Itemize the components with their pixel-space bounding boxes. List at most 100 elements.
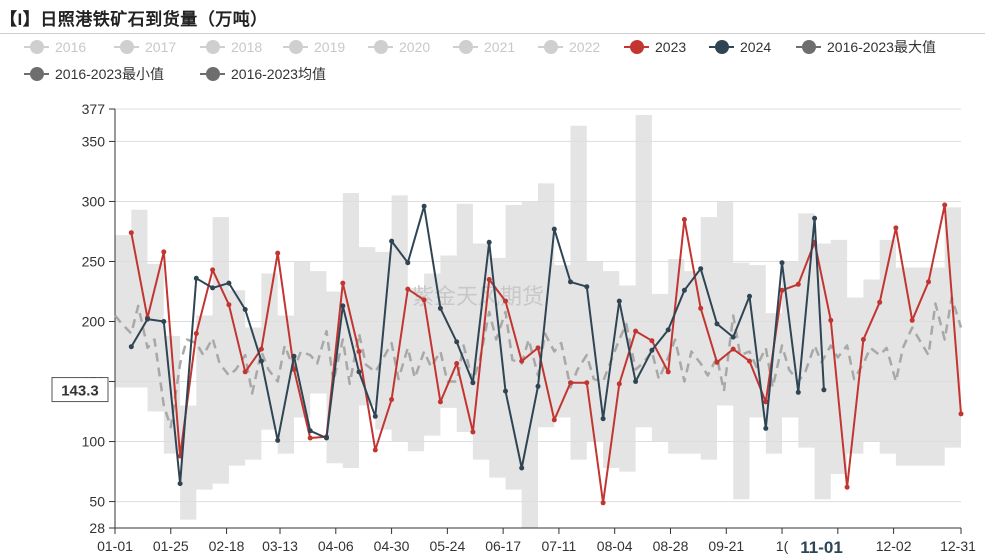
data-point-2024[interactable] [779,260,785,266]
legend-item-2016[interactable]: 2016 [24,36,86,58]
data-point-2024[interactable] [145,316,150,322]
data-point-2023[interactable] [291,367,297,372]
data-point-2023[interactable] [454,361,460,366]
data-point-2023[interactable] [844,484,850,490]
data-point-2023[interactable] [372,447,378,453]
data-point-2023[interactable] [340,280,346,286]
legend-item-2017[interactable]: 2017 [114,36,176,58]
data-point-2024[interactable] [568,279,573,285]
data-point-2024[interactable] [714,321,720,327]
data-point-2023[interactable] [470,429,476,435]
data-point-2023[interactable] [226,302,232,308]
legend-item-2016-2023均值[interactable]: 2016-2023均值 [200,63,326,85]
data-point-2023[interactable] [128,230,134,236]
data-point-2024[interactable] [698,266,704,272]
data-point-2023[interactable] [307,435,313,441]
data-point-2023[interactable] [698,305,704,311]
data-point-2023[interactable] [942,202,948,208]
data-point-2024[interactable] [291,353,297,359]
data-point-2024[interactable] [356,369,362,375]
legend-item-2023[interactable]: 2023 [624,36,686,58]
data-point-2023[interactable] [503,298,508,304]
data-point-2024[interactable] [649,347,655,353]
legend-item-2022[interactable]: 2022 [538,36,600,58]
data-point-2024[interactable] [437,305,443,311]
data-point-2023[interactable] [649,338,655,344]
data-point-2023[interactable] [258,346,264,352]
data-point-2024[interactable] [177,481,183,487]
data-point-2023[interactable] [356,349,362,354]
data-point-2024[interactable] [389,238,395,244]
data-point-2023[interactable] [926,279,931,285]
data-point-2023[interactable] [730,346,736,352]
data-point-2023[interactable] [486,277,492,282]
data-point-2023[interactable] [958,411,964,417]
data-point-2024[interactable] [795,389,801,395]
data-point-2023[interactable] [909,317,915,323]
legend-item-2020[interactable]: 2020 [368,36,430,58]
data-point-2023[interactable] [437,399,443,405]
data-point-2024[interactable] [486,239,492,245]
data-point-2023[interactable] [665,369,671,375]
data-point-2024[interactable] [210,285,216,291]
legend-item-2019[interactable]: 2019 [283,36,345,58]
data-point-2023[interactable] [389,397,395,402]
data-point-2024[interactable] [193,275,199,281]
data-point-2023[interactable] [877,299,883,305]
data-point-2023[interactable] [747,358,752,364]
data-point-2024[interactable] [226,280,232,286]
data-point-2024[interactable] [258,358,264,364]
data-point-2023[interactable] [161,249,167,255]
data-point-2024[interactable] [340,303,346,309]
data-point-2023[interactable] [860,337,866,342]
data-point-2024[interactable] [275,437,281,443]
data-point-2024[interactable] [307,428,313,434]
data-point-2023[interactable] [568,380,573,386]
data-point-2023[interactable] [633,328,639,334]
data-point-2023[interactable] [616,381,622,387]
data-point-2023[interactable] [828,317,834,323]
data-point-2023[interactable] [405,286,411,292]
data-point-2023[interactable] [421,297,427,303]
data-point-2024[interactable] [616,298,622,304]
data-point-2024[interactable] [551,226,557,232]
data-point-2023[interactable] [763,399,769,405]
data-point-2024[interactable] [584,284,590,290]
data-point-2024[interactable] [633,379,639,384]
data-point-2023[interactable] [681,217,687,222]
legend-item-2024[interactable]: 2024 [709,36,771,58]
legend-item-2016-2023最小值[interactable]: 2016-2023最小值 [24,63,164,85]
data-point-2024[interactable] [503,388,508,394]
data-point-2024[interactable] [242,307,248,312]
legend-item-2016-2023最大值[interactable]: 2016-2023最大值 [796,36,936,58]
data-point-2024[interactable] [812,215,818,221]
data-point-2024[interactable] [763,425,769,431]
data-point-2023[interactable] [519,358,525,364]
data-point-2023[interactable] [600,500,606,506]
legend-item-2021[interactable]: 2021 [453,36,515,58]
data-point-2024[interactable] [454,339,460,345]
data-point-2024[interactable] [730,334,736,340]
data-point-2023[interactable] [535,345,541,351]
data-point-2024[interactable] [324,435,329,441]
data-point-2024[interactable] [600,416,606,422]
data-point-2023[interactable] [795,281,801,287]
data-point-2024[interactable] [665,327,671,333]
data-point-2024[interactable] [128,344,134,350]
data-point-2024[interactable] [821,387,827,393]
data-point-2024[interactable] [519,465,525,471]
data-point-2023[interactable] [584,380,590,386]
data-point-2024[interactable] [681,287,687,293]
data-point-2024[interactable] [405,260,411,266]
data-point-2023[interactable] [242,369,248,375]
data-point-2023[interactable] [210,267,216,273]
data-point-2024[interactable] [535,383,541,389]
data-point-2023[interactable] [551,417,557,423]
data-point-2024[interactable] [421,203,427,209]
data-point-2023[interactable] [779,287,785,293]
data-point-2023[interactable] [714,359,720,365]
data-point-2024[interactable] [161,319,167,324]
data-point-2023[interactable] [893,225,899,231]
data-point-2024[interactable] [372,413,378,419]
legend-item-2018[interactable]: 2018 [200,36,262,58]
